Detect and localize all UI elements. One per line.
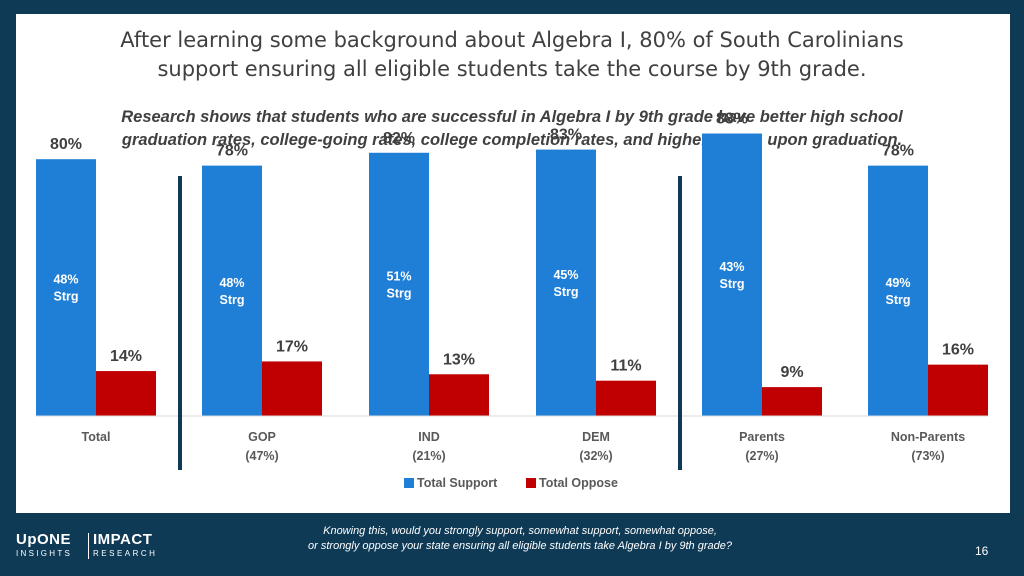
title-line-1: After learning some background about Alg… xyxy=(120,28,904,52)
logo-upone-text: UpONE xyxy=(16,531,71,548)
strong-support-label-3: Strg xyxy=(554,285,579,299)
survey-question: Knowing this, would you strongly support… xyxy=(240,524,800,554)
category-sublabel-1: (47%) xyxy=(245,449,278,463)
category-label-3: DEM xyxy=(582,430,610,444)
oppose-value-label-5: 16% xyxy=(942,342,974,359)
category-label-4: Parents xyxy=(739,430,785,444)
logo-research-text: RESEARCH xyxy=(93,549,158,558)
support-bar-3 xyxy=(536,149,596,416)
strong-support-pct-1: 48% xyxy=(219,276,244,290)
legend-swatch-support xyxy=(404,478,414,488)
survey-question-line-2: or strongly oppose your state ensuring a… xyxy=(308,540,732,552)
strong-support-pct-5: 49% xyxy=(885,276,910,290)
legend-label-support: Total Support xyxy=(417,476,498,490)
support-value-label-4: 88% xyxy=(716,111,748,128)
oppose-value-label-4: 9% xyxy=(780,364,803,381)
oppose-bar-5 xyxy=(928,364,988,416)
strong-support-pct-0: 48% xyxy=(53,273,78,287)
oppose-bar-3 xyxy=(596,380,656,416)
support-value-label-3: 83% xyxy=(550,127,582,144)
support-value-label-1: 78% xyxy=(216,143,248,160)
oppose-bar-1 xyxy=(262,361,322,416)
strong-support-label-1: Strg xyxy=(220,293,245,307)
strong-support-pct-3: 45% xyxy=(553,268,578,282)
support-value-label-2: 82% xyxy=(383,130,415,147)
survey-question-line-1: Knowing this, would you strongly support… xyxy=(323,525,717,537)
strong-support-label-4: Strg xyxy=(720,277,745,291)
support-bar-2 xyxy=(369,152,429,416)
oppose-value-label-3: 11% xyxy=(610,358,641,375)
category-sublabel-2: (21%) xyxy=(412,449,445,463)
legend-label-oppose: Total Oppose xyxy=(539,476,618,490)
strong-support-label-0: Strg xyxy=(54,290,79,304)
strong-support-pct-4: 43% xyxy=(719,260,744,274)
oppose-value-label-0: 14% xyxy=(110,348,142,365)
page-number: 16 xyxy=(975,544,989,558)
oppose-bar-4 xyxy=(762,387,822,416)
category-sublabel-4: (27%) xyxy=(745,449,778,463)
logo-insights-text: INSIGHTS xyxy=(16,549,73,558)
oppose-value-label-1: 17% xyxy=(276,338,308,355)
oppose-bar-2 xyxy=(429,374,489,416)
strong-support-pct-2: 51% xyxy=(386,269,411,283)
category-sublabel-5: (73%) xyxy=(911,449,944,463)
oppose-value-label-2: 13% xyxy=(443,351,475,368)
strong-support-label-2: Strg xyxy=(387,286,412,300)
support-value-label-5: 78% xyxy=(882,143,914,160)
support-bar-1 xyxy=(202,165,262,416)
category-label-1: GOP xyxy=(248,430,276,444)
support-bar-5 xyxy=(868,165,928,416)
logo-separator xyxy=(88,533,89,559)
subtitle-line-1: Research shows that students who are suc… xyxy=(121,108,903,126)
oppose-bar-0 xyxy=(96,371,156,416)
slide-title: After learning some background about Alg… xyxy=(20,26,1004,84)
category-label-5: Non-Parents xyxy=(891,430,965,444)
legend-swatch-oppose xyxy=(526,478,536,488)
strong-support-label-5: Strg xyxy=(886,293,911,307)
category-label-0: Total xyxy=(82,430,111,444)
category-label-2: IND xyxy=(418,430,440,444)
logo-impact-text: IMPACT xyxy=(93,531,153,548)
support-bar-4 xyxy=(702,133,762,416)
title-line-2: support ensuring all eligible students t… xyxy=(157,57,867,81)
support-value-label-0: 80% xyxy=(50,136,82,153)
category-sublabel-3: (32%) xyxy=(579,449,612,463)
support-bar-0 xyxy=(36,159,96,416)
